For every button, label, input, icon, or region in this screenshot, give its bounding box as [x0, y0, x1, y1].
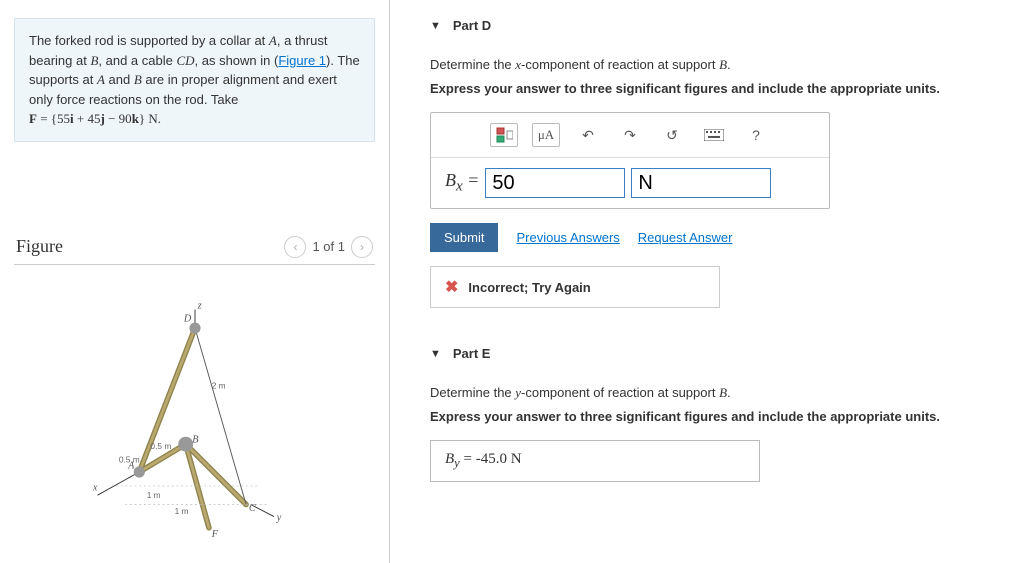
axis-x: x — [91, 482, 97, 493]
dim-1m-a: 1 m — [146, 490, 160, 500]
dim-05m-b: 0.5 m — [118, 454, 139, 464]
left-panel: The forked rod is supported by a collar … — [0, 0, 390, 563]
part-e-section: ▼ Part E Determine the y-component of re… — [430, 346, 1004, 482]
part-d-section: ▼ Part D Determine the x-component of re… — [430, 18, 1004, 338]
answer-block: μA ↶ ↷ ↺ ? Bx = — [430, 112, 830, 209]
keyboard-icon[interactable] — [700, 123, 728, 147]
error-icon: ✖ — [445, 277, 458, 297]
sym-A: A — [269, 33, 277, 48]
figure-counter: 1 of 1 — [312, 239, 345, 254]
dim-05m-a: 0.5 m — [150, 440, 171, 450]
submit-row: Submit Previous Answers Request Answer — [430, 223, 1004, 252]
previous-answer-box: By = -45.0 N — [430, 440, 760, 482]
collapse-caret-icon[interactable]: ▼ — [430, 20, 441, 32]
figure-link[interactable]: Figure 1 — [278, 53, 326, 68]
label-C: C — [248, 503, 255, 514]
request-answer-link[interactable]: Request Answer — [638, 230, 733, 245]
previous-answers-link[interactable]: Previous Answers — [516, 230, 619, 245]
units-tool-button[interactable]: μA — [532, 123, 560, 147]
label-F: F — [210, 529, 218, 537]
collapse-caret-icon[interactable]: ▼ — [430, 348, 441, 360]
figure-nav: ‹ 1 of 1 › — [284, 236, 373, 258]
help-icon[interactable]: ? — [742, 123, 770, 147]
unit-input[interactable] — [631, 168, 771, 198]
variable-label: Bx = — [445, 170, 479, 196]
figure-title: Figure — [16, 236, 63, 257]
axis-y: y — [275, 512, 281, 523]
dim-1m-b: 1 m — [174, 505, 188, 515]
undo-icon[interactable]: ↶ — [574, 123, 602, 147]
dim-2m: 2 m — [211, 380, 225, 390]
label-B: B — [192, 434, 199, 445]
feedback-text: Incorrect; Try Again — [468, 280, 590, 295]
value-input[interactable] — [485, 168, 625, 198]
part-d-prompt: Determine the x-component of reaction at… — [430, 57, 1004, 73]
problem-statement: The forked rod is supported by a collar … — [14, 18, 375, 142]
figure-next-button[interactable]: › — [351, 236, 373, 258]
submit-button[interactable]: Submit — [430, 223, 498, 252]
part-e-instruct: Express your answer to three significant… — [430, 409, 1004, 424]
reset-icon[interactable]: ↺ — [658, 123, 686, 147]
figure-image: D B A C F x y z 2 m 0.5 m 0.5 m 1 m — [14, 265, 375, 540]
fraction-tool-icon[interactable] — [490, 123, 518, 147]
figure-section: Figure ‹ 1 of 1 › — [14, 232, 375, 540]
redo-icon[interactable]: ↷ — [616, 123, 644, 147]
sym-CD: CD — [176, 53, 194, 68]
problem-text: The forked rod is supported by a collar … — [29, 33, 269, 48]
part-d-instruct: Express your answer to three significant… — [430, 81, 1004, 96]
force-equation: F = {55i + 45j − 90k} N. — [29, 111, 161, 126]
axis-z: z — [196, 300, 201, 311]
right-panel: ▼ Part D Determine the x-component of re… — [390, 0, 1024, 563]
figure-prev-button[interactable]: ‹ — [284, 236, 306, 258]
answer-toolbar: μA ↶ ↷ ↺ ? — [431, 113, 829, 158]
part-d-title: Part D — [453, 18, 491, 33]
part-e-prompt: Determine the y-component of reaction at… — [430, 385, 1004, 401]
label-D: D — [182, 313, 191, 324]
feedback-box: ✖ Incorrect; Try Again — [430, 266, 720, 308]
part-e-title: Part E — [453, 346, 491, 361]
